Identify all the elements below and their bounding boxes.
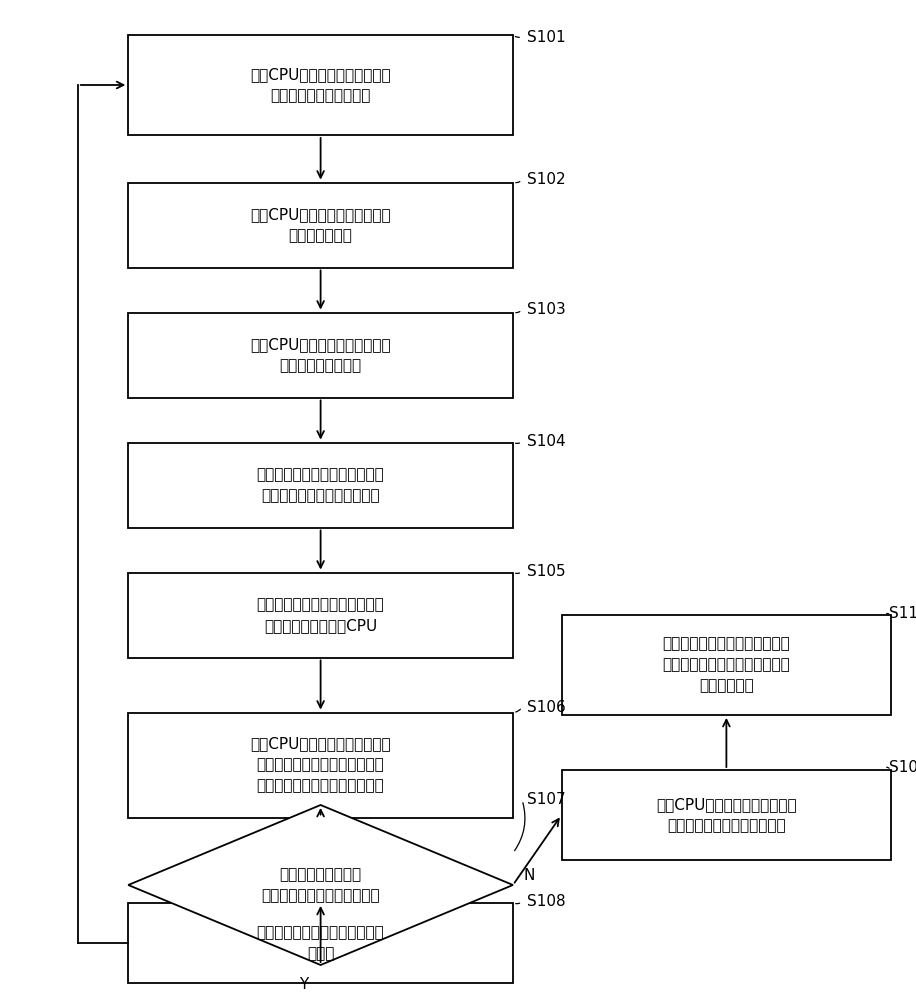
Text: S108: S108	[527, 894, 565, 910]
Text: 主控CPU将所述最大内存资源需
求值传递给音视频硬解码芯片: 主控CPU将所述最大内存资源需 求值传递给音视频硬解码芯片	[656, 797, 797, 833]
Text: 音视频硬解码芯片按照最大内存
资源需求值向操作系统发送内存
资源获取请求: 音视频硬解码芯片按照最大内存 资源需求值向操作系统发送内存 资源获取请求	[662, 637, 791, 694]
Text: 主控CPU将音视频参数发送至音
视频硬解码芯片: 主控CPU将音视频参数发送至音 视频硬解码芯片	[250, 207, 391, 243]
Text: S104: S104	[527, 434, 565, 450]
Bar	[562, 770, 891, 860]
Bar	[128, 572, 513, 658]
Bar	[128, 903, 513, 983]
Text: 将所述最大内存资源需求值标识
为错误: 将所述最大内存资源需求值标识 为错误	[256, 925, 385, 961]
Bar	[128, 312, 513, 397]
Text: 音视频硬解码芯片将第二内存资
源需求值反馈至主控CPU: 音视频硬解码芯片将第二内存资 源需求值反馈至主控CPU	[256, 597, 385, 633]
Bar	[128, 35, 513, 135]
Text: S110: S110	[889, 606, 916, 621]
Bar	[128, 442, 513, 527]
Text: S102: S102	[527, 172, 565, 188]
Text: S103: S103	[527, 302, 565, 318]
Text: S105: S105	[527, 564, 565, 580]
Polygon shape	[128, 805, 513, 965]
Text: 最大内存资源需求值
大于系统内存可分配的最大值: 最大内存资源需求值 大于系统内存可分配的最大值	[261, 867, 380, 903]
Text: S109: S109	[889, 760, 916, 774]
Text: S106: S106	[527, 700, 565, 714]
Bar	[128, 182, 513, 267]
Text: 音视频硬解码芯片根据音视频参
数计算出第二内存资源需求值: 音视频硬解码芯片根据音视频参 数计算出第二内存资源需求值	[256, 467, 385, 503]
Text: N: N	[524, 867, 535, 882]
Text: S101: S101	[527, 29, 565, 44]
Text: 主控CPU将第一内存资源需求值
和第二内存资源需求值进行对比
处理，获取最大内存资源需求值: 主控CPU将第一内存资源需求值 和第二内存资源需求值进行对比 处理，获取最大内存…	[250, 736, 391, 794]
Bar	[128, 712, 513, 818]
Text: 主控CPU根据音视频参数计算出
第一内存资源需求值: 主控CPU根据音视频参数计算出 第一内存资源需求值	[250, 337, 391, 373]
Text: Y: Y	[300, 977, 309, 992]
Text: S107: S107	[527, 792, 565, 808]
Bar	[562, 615, 891, 715]
Text: 主控CPU读取音视频文件，获取
音视频文件的音视频参数: 主控CPU读取音视频文件，获取 音视频文件的音视频参数	[250, 67, 391, 103]
